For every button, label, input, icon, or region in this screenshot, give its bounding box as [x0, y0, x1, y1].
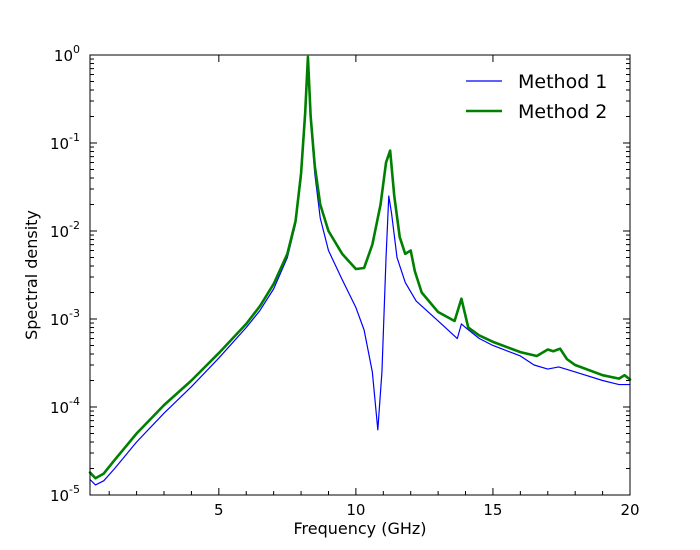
series-line-method-2 — [88, 55, 632, 480]
x-tick-label: 15 — [483, 501, 502, 519]
series-line-method-1 — [89, 58, 631, 486]
plot-frame — [89, 54, 631, 496]
y-axis-ticks: 10-5 10-4 10-3 10-2 10-1 100 — [50, 43, 630, 505]
legend: Method 1 Method 2 — [466, 71, 607, 123]
x-axis-ticks: 5 10 15 20 — [108, 55, 640, 519]
y-tick-label: 10-5 — [50, 483, 80, 505]
y-tick-label: 10-4 — [50, 395, 80, 417]
y-tick-label: 10-3 — [50, 307, 80, 329]
legend-label-method-1: Method 1 — [518, 71, 607, 93]
legend-label-method-2: Method 2 — [518, 101, 607, 123]
y-tick-label: 10-2 — [50, 219, 80, 241]
y-tick-label: 100 — [54, 43, 80, 65]
x-axis-label: Frequency (GHz) — [293, 519, 426, 538]
plot-lines — [88, 55, 632, 486]
x-tick-label: 10 — [346, 501, 365, 519]
x-tick-label: 5 — [214, 501, 224, 519]
y-axis-label: Spectral density — [22, 210, 41, 340]
x-tick-label: 20 — [620, 501, 639, 519]
y-tick-label: 10-1 — [50, 131, 80, 153]
